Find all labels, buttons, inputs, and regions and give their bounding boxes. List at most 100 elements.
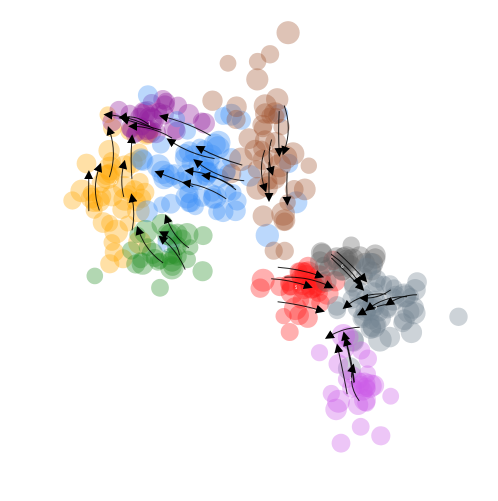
cell-point: [341, 248, 365, 272]
cell-point: [151, 278, 169, 297]
cell-point: [100, 254, 120, 274]
cell-point: [88, 190, 110, 212]
cell-point: [358, 379, 376, 397]
velocity-streamline: [93, 162, 103, 211]
cell-point: [134, 103, 151, 121]
cell-point: [336, 249, 357, 270]
cell-point: [180, 193, 199, 213]
points-layer: [63, 21, 468, 453]
cell-point: [297, 307, 318, 328]
cell-point: [229, 147, 253, 172]
cell-point: [379, 326, 401, 348]
cell-point: [402, 288, 419, 305]
cell-point: [208, 203, 226, 221]
cell-point: [309, 283, 328, 303]
cell-point: [310, 251, 330, 272]
cell-point: [202, 90, 223, 111]
cell-point: [273, 118, 290, 136]
cell-point: [180, 192, 201, 213]
cell-point: [275, 241, 294, 261]
velocity-streamline: [181, 179, 227, 200]
cell-point: [325, 398, 347, 421]
cell-point: [167, 246, 187, 266]
cell-point: [193, 226, 213, 246]
cell-point: [255, 103, 276, 124]
cell-point: [134, 219, 158, 244]
velocity-streamline: [184, 166, 237, 191]
cell-point: [264, 241, 283, 260]
cell-point: [362, 318, 382, 337]
cell-point: [371, 426, 391, 446]
cell-point: [200, 144, 223, 166]
cell-point: [260, 45, 280, 64]
velocity-streamline: [154, 170, 194, 188]
cluster-label-0: 0: [114, 180, 117, 185]
cell-point: [206, 136, 230, 160]
cell-point: [112, 200, 132, 219]
cell-point: [351, 372, 368, 389]
cell-point: [226, 109, 246, 130]
cell-point: [302, 290, 321, 309]
velocity-streamline: [127, 134, 137, 179]
cell-point: [101, 214, 119, 232]
cell-point: [351, 417, 370, 436]
cell-point: [322, 384, 340, 403]
cell-point: [284, 180, 304, 199]
cell-point: [347, 394, 369, 415]
cell-point: [393, 313, 413, 333]
cell-point: [132, 117, 151, 136]
cell-point: [323, 250, 343, 271]
cell-point: [367, 274, 386, 293]
cell-point: [63, 191, 82, 210]
cell-point: [331, 433, 351, 453]
cell-point: [394, 309, 415, 331]
velocity-streamline: [358, 289, 392, 303]
cell-point: [253, 140, 270, 158]
cell-point: [255, 223, 279, 248]
cell-point: [218, 164, 236, 182]
cell-point: [130, 148, 153, 170]
cell-point: [334, 246, 358, 270]
cell-point: [122, 121, 139, 138]
cell-point: [261, 107, 278, 125]
cell-point: [103, 234, 121, 251]
cell-point: [202, 188, 224, 209]
cell-point: [182, 239, 199, 256]
velocity-streamline: [365, 296, 408, 311]
cell-point: [253, 94, 277, 118]
cell-point: [268, 108, 285, 124]
cell-point: [232, 110, 251, 130]
cell-point: [289, 305, 309, 326]
cell-point: [203, 133, 226, 156]
cell-point: [363, 313, 380, 330]
cell-point: [131, 252, 154, 275]
cell-point: [380, 275, 400, 294]
cell-point: [348, 246, 372, 269]
velocity-streamline: [128, 193, 138, 231]
cell-point: [203, 185, 227, 209]
cell-point: [179, 122, 196, 140]
cell-point: [129, 150, 147, 168]
cluster-label-1: 1: [148, 121, 151, 126]
cell-point: [328, 354, 349, 374]
cell-point: [281, 279, 299, 296]
cell-point: [275, 308, 292, 325]
cell-point: [364, 244, 386, 266]
velocity-streamline: [195, 145, 243, 166]
cell-point: [369, 316, 387, 334]
cell-point: [354, 389, 376, 411]
cell-point: [128, 230, 152, 255]
cluster-label-3: 3: [270, 146, 273, 151]
cell-point: [161, 248, 178, 265]
cell-point: [227, 191, 247, 211]
cell-point: [266, 88, 289, 111]
cell-point: [129, 143, 149, 162]
cell-point: [212, 201, 234, 223]
cell-point: [155, 95, 175, 115]
cell-point: [153, 90, 173, 110]
cell-point: [402, 296, 424, 319]
velocity-streamline: [128, 121, 173, 139]
cell-point: [161, 193, 181, 214]
cell-point: [226, 96, 247, 117]
